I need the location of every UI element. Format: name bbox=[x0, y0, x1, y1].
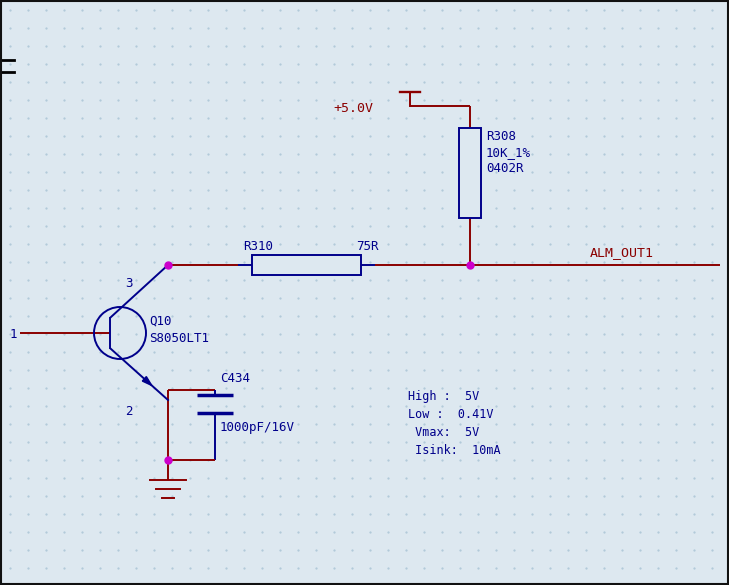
Text: C434: C434 bbox=[220, 372, 250, 385]
Text: R310: R310 bbox=[243, 240, 273, 253]
Polygon shape bbox=[142, 377, 152, 386]
Text: 3: 3 bbox=[125, 277, 133, 290]
Text: Q10: Q10 bbox=[149, 315, 171, 328]
Text: 1: 1 bbox=[10, 329, 17, 342]
Text: 2: 2 bbox=[125, 405, 133, 418]
Text: 75R: 75R bbox=[356, 240, 378, 253]
Text: Vmax:  5V: Vmax: 5V bbox=[408, 426, 479, 439]
Text: +5.0V: +5.0V bbox=[333, 102, 373, 115]
Text: Low :  0.41V: Low : 0.41V bbox=[408, 408, 494, 421]
Text: 1000pF/16V: 1000pF/16V bbox=[220, 421, 295, 434]
Text: 0402R: 0402R bbox=[486, 162, 523, 175]
Text: R308: R308 bbox=[486, 130, 516, 143]
Bar bbox=[252, 255, 361, 275]
Text: 10K_1%: 10K_1% bbox=[486, 146, 531, 159]
Text: High :  5V: High : 5V bbox=[408, 390, 479, 403]
Text: ALM_OUT1: ALM_OUT1 bbox=[590, 246, 654, 259]
Text: S8050LT1: S8050LT1 bbox=[149, 332, 209, 346]
Text: Isink:  10mA: Isink: 10mA bbox=[408, 444, 501, 457]
Bar bbox=[459, 128, 481, 218]
